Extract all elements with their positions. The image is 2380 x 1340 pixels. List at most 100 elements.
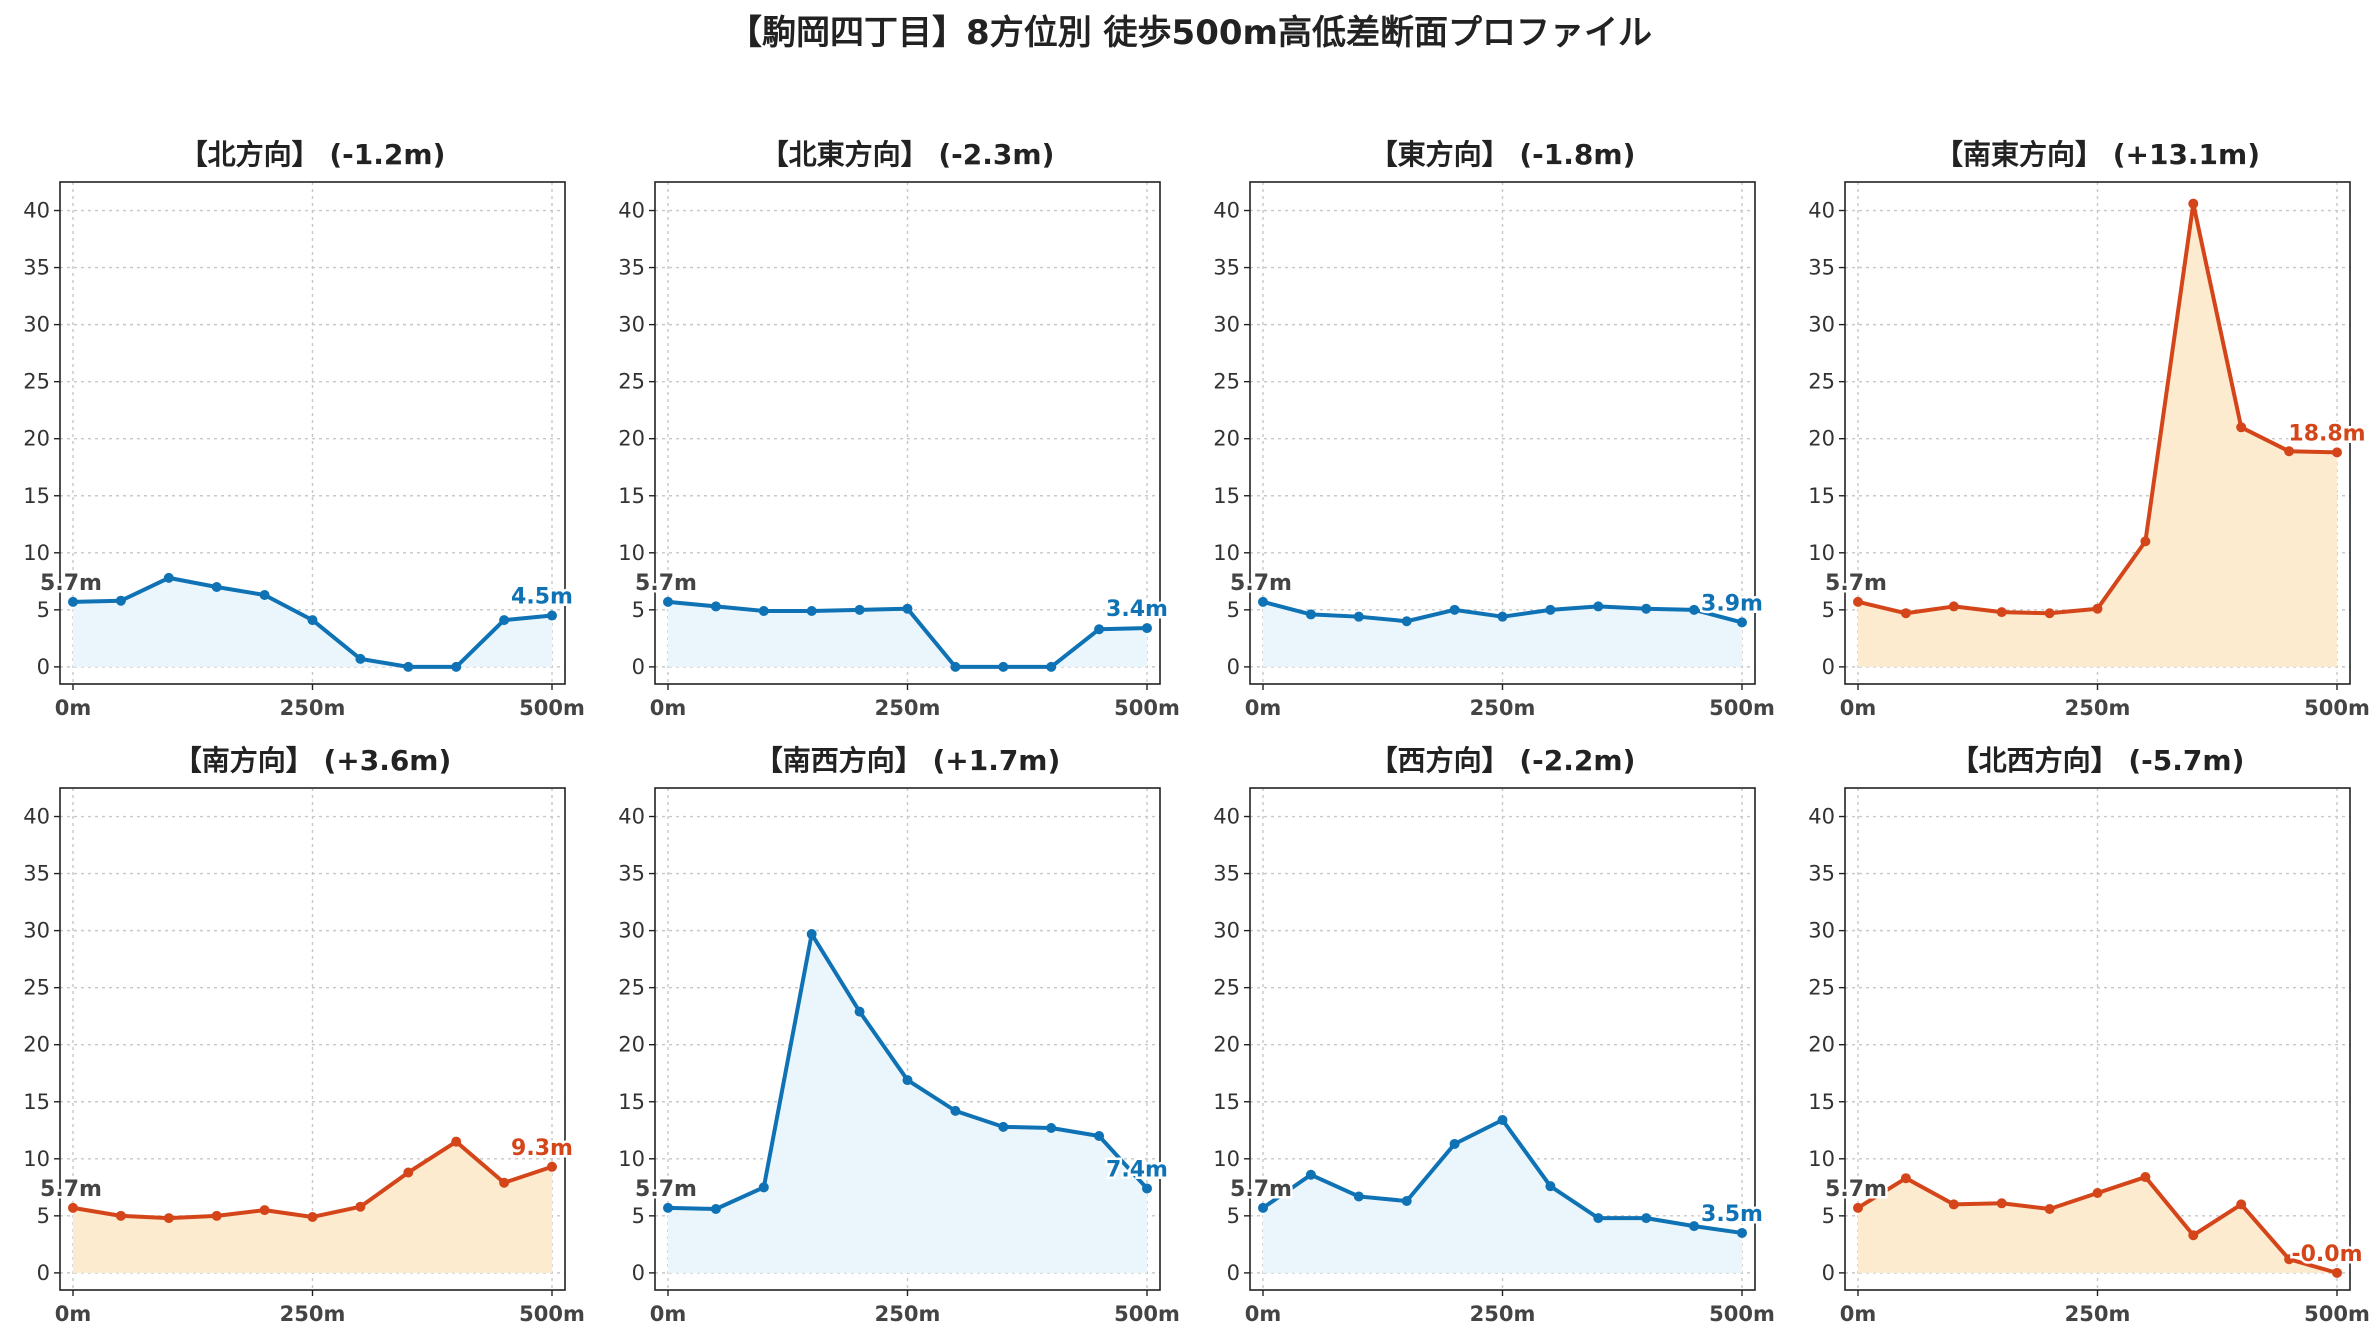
y-tick-label: 40 [1213,805,1240,829]
y-tick-label: 35 [1808,256,1835,280]
y-tick-label: 0 [1227,1261,1240,1285]
y-tick-label: 10 [1213,541,1240,565]
profile-point [2140,1172,2151,1183]
y-tick-label: 20 [23,427,50,451]
x-tick-label: 250m [875,696,941,720]
panel-title: 【東方向】 (-1.8m) [1370,138,1636,171]
y-tick-label: 30 [1808,313,1835,337]
profile-point [663,596,673,607]
profile-point [307,615,318,626]
y-tick-label: 15 [23,484,50,508]
profile-area-fill [668,934,1147,1273]
y-tick-label: 40 [618,805,645,829]
y-tick-label: 5 [37,1204,50,1228]
y-tick-label: 30 [618,313,645,337]
end-elevation-label: 3.5m [1701,1202,1763,1227]
y-tick-label: 10 [618,541,645,565]
profile-point [1737,617,1747,628]
y-tick-label: 5 [1227,1204,1240,1228]
y-tick-label: 20 [1213,1033,1240,1057]
profile-point [806,605,817,616]
x-tick-label: 0m [1840,696,1877,720]
profile-point [2188,1230,2199,1241]
profile-point [211,1210,222,1221]
profile-point [163,572,174,583]
start-elevation-label: 5.7m [635,571,697,596]
start-elevation-label: 5.7m [1825,571,1887,596]
y-tick-label: 5 [1822,598,1835,622]
end-elevation-label: 9.3m [511,1136,573,1161]
x-tick-label: 500m [519,1302,585,1326]
y-tick-label: 10 [1213,1147,1240,1171]
panel-title: 【北東方向】 (-2.3m) [761,138,1055,171]
y-tick-label: 5 [632,1204,645,1228]
y-tick-label: 25 [1213,370,1240,394]
profile-point [451,1136,462,1147]
profile-point [1258,596,1268,607]
y-tick-label: 40 [1808,199,1835,223]
y-tick-label: 20 [618,427,645,451]
profile-point [710,1203,721,1214]
y-tick-label: 10 [23,1147,50,1171]
profile-point [902,603,913,614]
y-tick-label: 30 [1808,919,1835,943]
profile-point [355,653,366,664]
elevation-panel: 0 5 10 15 20 25 30 35 40 0m 250m 500m 【北東方向】 (-2.3m)… [618,138,1180,720]
panel-title: 【西方向】 (-2.2m) [1370,744,1636,777]
y-tick-label: 35 [23,862,50,886]
y-tick-label: 40 [618,199,645,223]
y-tick-label: 5 [1227,598,1240,622]
y-tick-label: 30 [23,919,50,943]
y-tick-label: 40 [1808,805,1835,829]
y-tick-label: 15 [1213,484,1240,508]
y-tick-label: 5 [1822,1204,1835,1228]
y-tick-label: 15 [23,1090,50,1114]
y-tick-label: 30 [1213,313,1240,337]
profile-point [1737,1227,1747,1238]
profile-point [1094,1130,1105,1141]
elevation-panel: 0 5 10 15 20 25 30 35 40 0m 250m 500m 【南方向】 (+3.6m) 5… [23,744,585,1326]
profile-point [355,1201,366,1212]
profile-point [1497,1115,1508,1126]
profile-point [1353,1191,1364,1202]
profile-point [1142,623,1152,634]
figure-title: 【駒岡四丁目】8方位別 徒歩500m高低差断面プロファイル [728,13,1652,53]
profile-point [2236,1199,2247,1210]
profile-point [758,605,769,616]
profile-point [854,1006,865,1017]
profile-point [1449,1138,1460,1149]
x-tick-label: 0m [1245,1302,1282,1326]
x-tick-label: 0m [1245,696,1282,720]
profile-point [1948,601,1959,612]
y-tick-label: 0 [632,1261,645,1285]
y-tick-label: 30 [1213,919,1240,943]
profile-point [2044,608,2055,619]
elevation-panel: 0 5 10 15 20 25 30 35 40 0m 250m 500m 【南西方向】 (+1.7m)… [618,744,1180,1326]
y-tick-label: 10 [618,1147,645,1171]
y-tick-label: 35 [618,862,645,886]
profile-point [998,1121,1009,1132]
profile-point [68,1202,78,1213]
profile-point [1900,608,1911,619]
profile-point [1046,661,1057,672]
y-tick-label: 15 [618,484,645,508]
profile-point [499,1177,510,1188]
x-tick-label: 250m [1470,696,1536,720]
x-tick-label: 500m [1114,1302,1180,1326]
y-tick-label: 25 [23,370,50,394]
profile-point [950,661,961,672]
y-tick-label: 0 [1822,655,1835,679]
profile-point [854,604,865,615]
panel-title: 【南東方向】 (+13.1m) [1935,138,2260,171]
x-tick-label: 250m [280,696,346,720]
y-tick-label: 0 [37,1261,50,1285]
profile-point [1094,624,1105,635]
profile-point [1545,1181,1556,1192]
profile-point [451,661,462,672]
y-tick-label: 10 [1808,1147,1835,1171]
y-tick-label: 25 [1808,370,1835,394]
profile-point [1545,604,1556,615]
profile-point [1305,1169,1316,1180]
profile-point [2188,198,2199,209]
x-tick-label: 250m [875,1302,941,1326]
